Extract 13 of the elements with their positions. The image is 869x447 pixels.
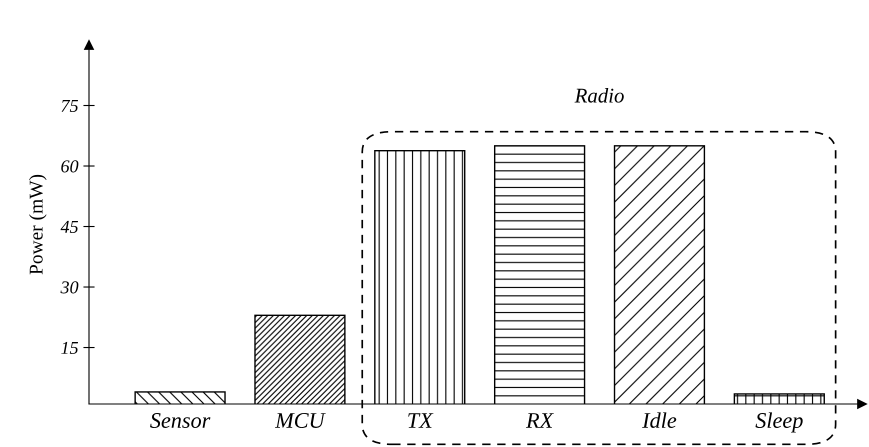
x-tick-label: RX <box>526 413 554 428</box>
x-tick-label: Idle <box>642 412 676 428</box>
x-tick-label: TX <box>408 413 434 428</box>
y-tick-label: 30 <box>60 281 78 294</box>
x-tick-label: MCU <box>274 413 326 428</box>
y-tick-label: 75 <box>62 100 78 112</box>
x-tick-label: Sleep <box>756 412 803 432</box>
x-tick-label: Sensor <box>150 413 210 428</box>
y-tick-label: 45 <box>60 220 78 233</box>
y-tick-label: 60 <box>61 160 78 172</box>
y-tick-label: 15 <box>61 342 78 354</box>
y-axis-title: Power (mW) <box>29 174 47 274</box>
annotation: Radio <box>574 88 624 103</box>
